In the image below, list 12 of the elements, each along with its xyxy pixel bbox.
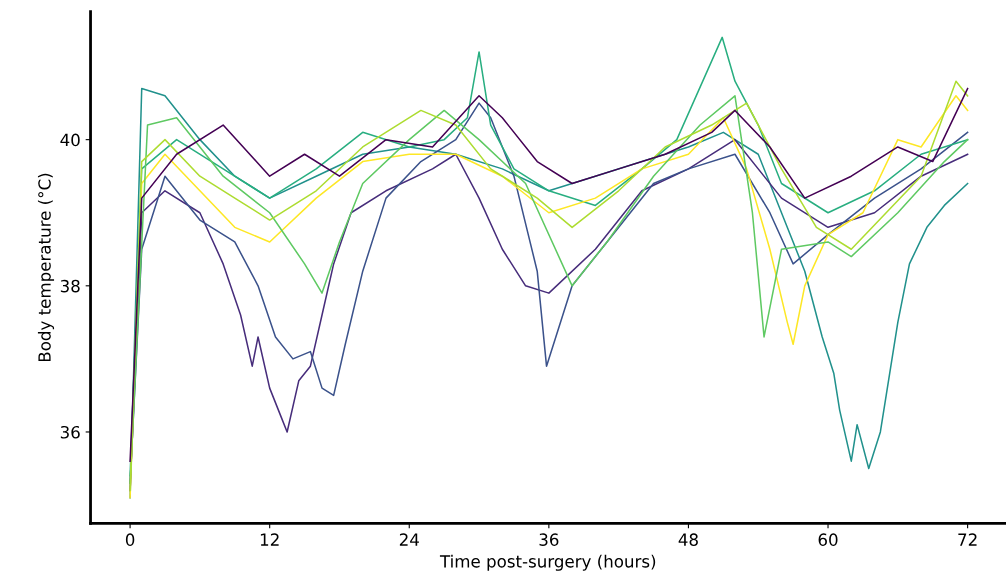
y-axis-title: Body temperature (°C)	[37, 173, 55, 362]
x-tick-label: 36	[539, 533, 559, 546]
x-tick-label: 72	[958, 533, 977, 546]
y-tick-label: 38	[60, 279, 80, 293]
x-tick-label: 60	[818, 533, 838, 546]
x-tick-label: 48	[678, 533, 698, 546]
x-tick-label: 0	[125, 533, 135, 546]
y-tick-label: 36	[60, 425, 80, 439]
x-axis-title: Time post-surgery (hours)	[439, 554, 656, 571]
x-tick-label: 24	[399, 533, 419, 546]
y-tick-label: 40	[60, 133, 80, 147]
x-tick-label: 12	[260, 533, 279, 546]
